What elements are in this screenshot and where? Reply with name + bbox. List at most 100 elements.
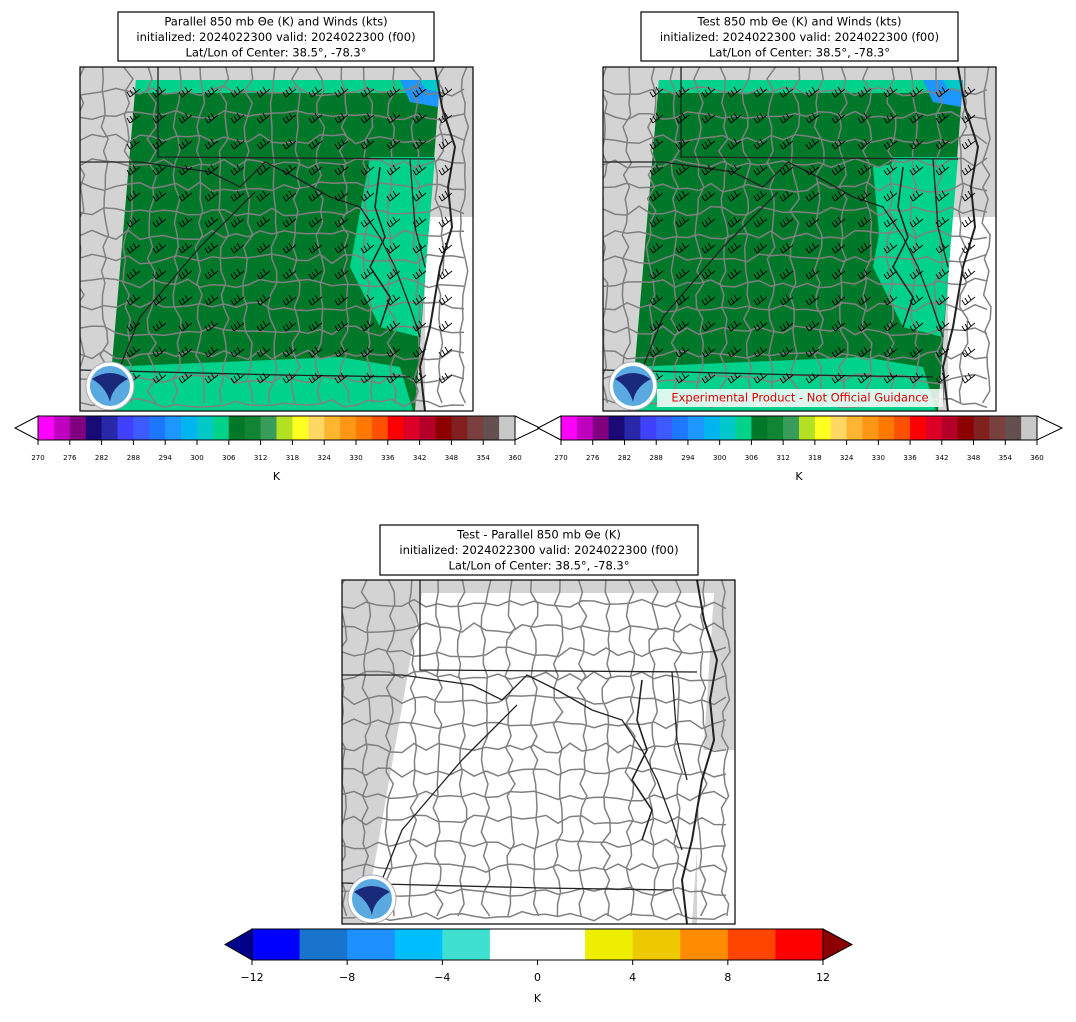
colorbar-bin [435,416,452,440]
county-line [314,67,326,404]
wind-barb [675,268,690,280]
wind-barb [178,268,193,280]
wind-barb [308,216,323,228]
wind-barb [649,216,664,228]
wind-barb [438,216,453,228]
colorbar-bin [197,416,214,440]
wind-barb [282,112,297,124]
colorbar-bin [767,416,784,440]
wind-barb [753,320,768,332]
wind-barb [152,86,167,98]
wind-barb [178,320,193,332]
colorbar-tick-label: 8 [724,971,731,984]
wind-barb [727,112,742,124]
title-line: initialized: 2024022300 valid: 202402230… [660,30,939,44]
wind-barb [727,190,742,202]
wind-barb [649,112,664,124]
wind-barb [386,242,401,254]
colorbar-tick-label: 276 [63,454,77,462]
colorbar-frame [560,415,1038,441]
county-line [98,67,110,404]
wind-barb [438,86,453,98]
wind-barb [883,242,898,254]
wind-barb [126,268,141,280]
colorbar-bin [656,416,673,440]
state-border [381,704,518,881]
county-line [384,580,396,917]
wind-barb [909,242,924,254]
colorbar-bin [276,416,293,440]
title-line: initialized: 2024022300 valid: 202402230… [136,30,415,44]
wind-barb [753,86,768,98]
wind-barb [282,164,297,176]
colorbar-bin [451,416,468,440]
wind-barb [386,86,401,98]
colorbar-bin [910,416,927,440]
colorbar-bin [244,416,262,440]
theta-patch [658,80,963,93]
wind-barb [282,242,297,254]
county-line [80,205,465,217]
wind-barb [204,320,219,332]
wind-barb [727,216,742,228]
wind-barb [412,268,427,280]
colorbar-tick-label: 288 [127,454,140,462]
wind-barb [857,190,872,202]
wind-barb [805,372,820,384]
colorbar-bin [252,929,301,960]
wind-barb [649,294,664,306]
colorbar-bin [830,416,848,440]
colorbar-bin [308,416,325,440]
wind-barb [126,138,141,150]
county-line [574,67,584,403]
wind-barb [438,164,453,176]
colorbar-extend [1036,415,1064,441]
wind-barb [282,190,297,202]
wind-barb [126,86,141,98]
colorbar-tick-label: 318 [808,454,821,462]
wind-barb [360,346,375,358]
wind-barb [909,164,924,176]
wind-barb [857,164,872,176]
wind-barb [779,294,794,306]
county-line [981,67,992,404]
wind-barb [935,242,950,254]
colorbar-tick-label: 360 [1030,454,1043,462]
noaa-logo-bird [615,373,651,402]
wind-barb [649,320,664,332]
wind-barb [282,268,297,280]
colorbar-tick-label: 282 [95,454,108,462]
wind-barb [360,164,375,176]
wind-barb [857,216,872,228]
wind-barb [805,164,820,176]
colorbar-tick-label: 312 [254,454,267,462]
wind-barb [779,112,794,124]
colorbar-bin [347,929,396,960]
colorbar-bin [561,416,578,440]
wind-barb [935,216,950,228]
state-border [409,158,426,268]
wind-barb [779,86,794,98]
wind-barb [883,164,898,176]
wind-barb [831,268,846,280]
wind-barb [178,372,193,384]
wind-barb [701,242,716,254]
wind-barb [961,138,976,150]
map [574,66,997,412]
wind-barb [935,346,950,358]
wind-barb [649,190,664,202]
wind-barb [753,294,768,306]
wind-barb [701,164,716,176]
wind-barb [282,216,297,228]
state-border [603,369,934,378]
colorbar-bin [117,416,134,440]
wind-barb [831,216,846,228]
wind-barb [334,242,349,254]
wind-barb [178,190,193,202]
wind-barb [883,86,898,98]
county-line [342,580,348,917]
wind-barb [282,86,297,98]
wind-barb [230,242,245,254]
wind-barb [961,86,976,98]
county-line [720,580,731,917]
